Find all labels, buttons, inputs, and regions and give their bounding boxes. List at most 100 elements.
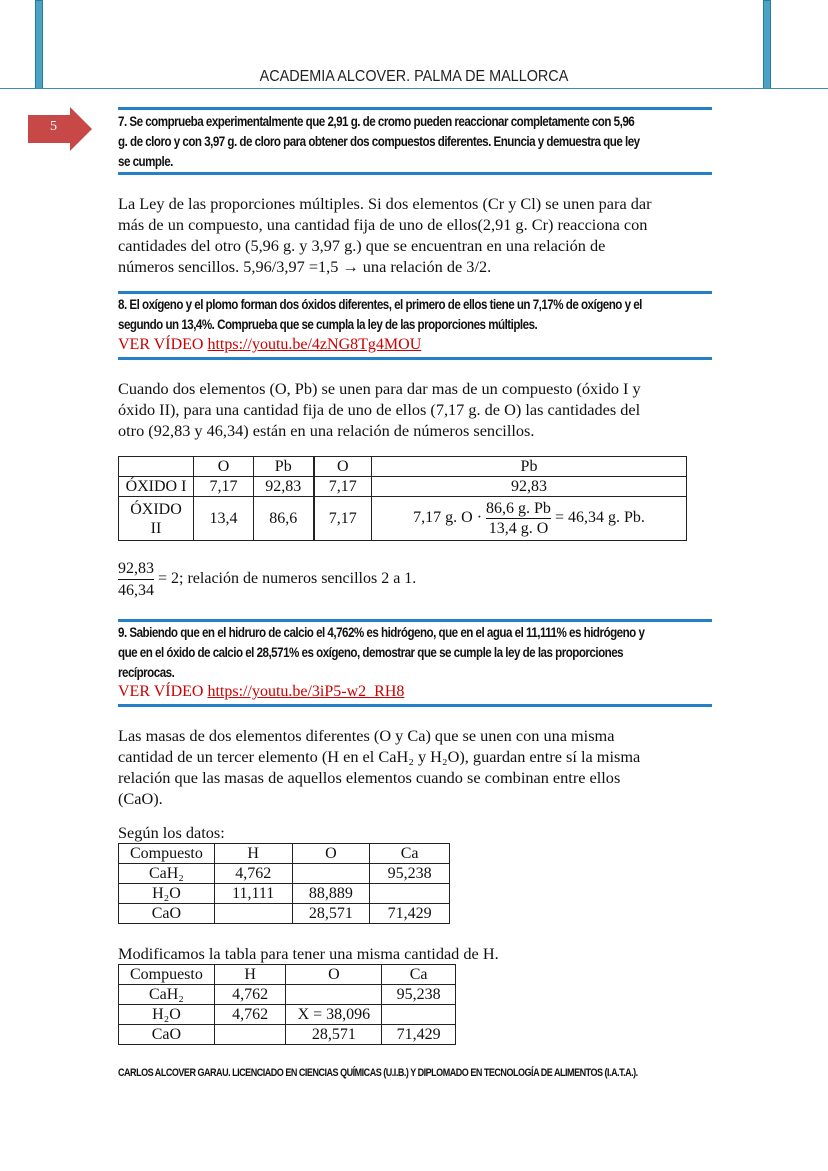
cell: 92,83 [371, 476, 687, 497]
question-8: 8. El oxígeno y el plomo forman dos óxid… [118, 295, 642, 335]
table-row: CaO 28,571 71,429 [118, 1024, 456, 1045]
cell [369, 883, 450, 904]
calc-right: = 46,34 g. Pb. [554, 509, 645, 527]
calc-fraction: 86,6 g. Pb 13,4 g. O [486, 499, 551, 538]
cell: O [285, 964, 383, 985]
divider [118, 107, 712, 110]
question-line: que en el óxido de calcio el 28,571% es … [118, 645, 624, 660]
cell: 11,111 [213, 883, 293, 904]
cell: 7,17 [313, 476, 372, 497]
cell: O [291, 843, 371, 864]
cell: 86,6 [253, 496, 315, 541]
cell: Compuesto [118, 964, 215, 985]
cell: Pb [253, 456, 315, 477]
table-row: CaH₂ 4,762 95,238 [118, 863, 450, 884]
divider [118, 704, 712, 707]
denominator: 46,34 [118, 582, 154, 599]
video-label: VER VÍDEO [118, 683, 204, 700]
question-line: g. de cloro y con 3,97 g. de cloro para … [118, 134, 640, 149]
video-link[interactable]: https://youtu.be/3iP5-w2_RH8 [207, 683, 405, 700]
page-header-title: ACADEMIA ALCOVER. PALMA DE MALLORCA [259, 68, 569, 85]
question-line: 8. El oxígeno y el plomo forman dos óxid… [118, 297, 642, 312]
divider [118, 172, 712, 175]
header-divider [0, 88, 828, 89]
video-link[interactable]: https://youtu.be/4zNG8Tg4MOU [207, 336, 422, 353]
answer-7: La Ley de las proporciones múltiples. Si… [118, 193, 652, 277]
cell [118, 456, 194, 477]
answer-line: números sencillos. 5,96/3,97 =1,5 → una … [118, 257, 492, 276]
cell: CaH₂ [118, 984, 215, 1005]
cell [291, 863, 371, 884]
video-link-row: VER VÍDEO https://youtu.be/3iP5-w2_RH8 [118, 683, 404, 701]
cell: 4,762 [213, 1004, 287, 1025]
cell: H₂O [118, 883, 215, 904]
data-table-1: Compuesto H O Ca CaH₂ 4,762 95,238 H₂O 11,111 88,… [118, 843, 450, 924]
cell: X = 38,096 [285, 1004, 383, 1025]
cell: CaH₂ [118, 863, 215, 884]
question-line: 9. Sabiendo que en el hidruro de calcio … [118, 625, 645, 640]
answer-line: Cuando dos elementos (O, Pb) se unen par… [118, 379, 641, 398]
cell: CaO [118, 903, 215, 924]
table-row: H₂O 4,762 X = 38,096 [118, 1004, 456, 1025]
page-number: 5 [50, 119, 57, 134]
answer-line: otro (92,83 y 46,34) están en una relaci… [118, 421, 535, 440]
cell [213, 903, 293, 924]
answer-line: cantidad de un tercer elemento (H en el … [118, 747, 641, 766]
answer-9: Las masas de dos elementos diferentes (O… [118, 725, 640, 809]
answer-line: relación que las masas de aquellos eleme… [118, 768, 621, 787]
answer-line: (CaO). [118, 789, 163, 808]
oxide-table: O Pb O Pb ÓXIDO I 7,17 92,83 7,17 92,83 … [118, 456, 687, 541]
cell: 4,762 [213, 863, 293, 884]
table-row: Compuesto H O Ca [118, 843, 450, 864]
video-link-row: VER VÍDEO https://youtu.be/4zNG8Tg4MOU [118, 336, 421, 354]
answer-line: Las masas de dos elementos diferentes (O… [118, 726, 615, 745]
cell: 28,571 [291, 903, 371, 924]
cell: 4,762 [213, 984, 287, 1005]
ratio-fraction: 92,83 46,34 [118, 558, 154, 601]
table2-label: Modificamos la tabla para tener una mism… [118, 944, 499, 963]
data-table-2: Compuesto H O Ca CaH₂ 4,762 95,238 H₂O 4,762 X = … [118, 964, 456, 1045]
question-line: segundo un 13,4%. Comprueba que se cumpl… [118, 317, 538, 332]
calc-cell: 7,17 g. O · 86,6 g. Pb 13,4 g. O = 46,34 … [371, 496, 687, 541]
cell: H [213, 843, 293, 864]
divider [118, 357, 712, 360]
question-9: 9. Sabiendo que en el hidruro de calcio … [118, 623, 645, 683]
footer-credit: CARLOS ALCOVER GARAU. LICENCIADO EN CIEN… [118, 1067, 638, 1079]
ratio-line: 92,83 46,34 = 2; relación de numeros senc… [118, 558, 416, 601]
cell: 92,83 [253, 476, 315, 497]
table-row: H₂O 11,111 88,889 [118, 883, 450, 904]
cell: O [193, 456, 254, 477]
cell [285, 984, 383, 1005]
table-row: Compuesto H O Ca [118, 964, 456, 985]
cell: 28,571 [285, 1024, 383, 1045]
cell: 95,238 [369, 863, 450, 884]
cell: ÓXIDO I [118, 476, 194, 497]
answer-line: La Ley de las proporciones múltiples. Si… [118, 194, 652, 213]
cell: 71,429 [369, 903, 450, 924]
cell: H₂O [118, 1004, 215, 1025]
divider [118, 619, 712, 622]
cell [381, 1004, 456, 1025]
question-7: 7. Se comprueba experimentalmente que 2,… [118, 112, 640, 172]
cell: H [213, 964, 287, 985]
answer-line: óxido II), para una cantidad fija de uno… [118, 400, 641, 419]
answer-8: Cuando dos elementos (O, Pb) se unen par… [118, 378, 641, 441]
cell: CaO [118, 1024, 215, 1045]
question-line: se cumple. [118, 154, 173, 169]
cell: 71,429 [381, 1024, 456, 1045]
numerator: 92,83 [118, 558, 154, 580]
cell: 7,17 [313, 496, 372, 541]
answer-line: más de un compuesto, una cantidad fija d… [118, 215, 648, 234]
cell [213, 1024, 287, 1045]
cell: Pb [371, 456, 687, 477]
page-number-arrow: 5 [28, 107, 92, 151]
cell: Compuesto [118, 843, 215, 864]
answer-line: cantidades del otro (5,96 g. y 3,97 g.) … [118, 236, 606, 255]
table1-label: Según los datos: [118, 823, 225, 842]
table-row: CaO 28,571 71,429 [118, 903, 450, 924]
cell: ÓXIDO II [118, 496, 194, 541]
numerator: 86,6 g. Pb [486, 500, 551, 519]
cell: O [313, 456, 372, 477]
question-line: recíprocas. [118, 665, 175, 680]
cell: Ca [369, 843, 450, 864]
